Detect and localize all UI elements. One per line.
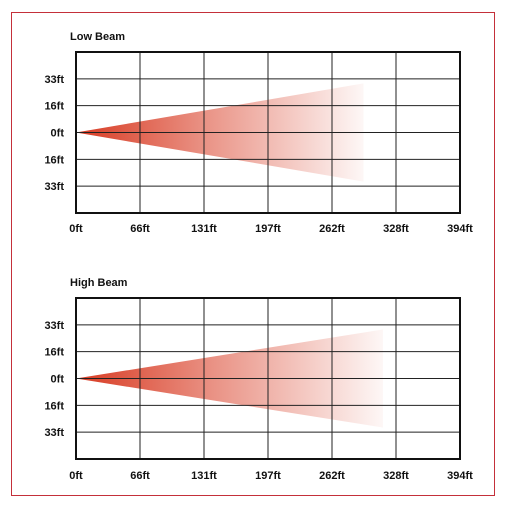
- x-tick-label: 262ft: [319, 223, 345, 235]
- plot-border: [75, 297, 461, 460]
- chart-high-beam: High Beam 33ft 16ft 0ft 16ft 33ft 0ft 66ft 131ft…: [44, 277, 473, 482]
- y-tick-label: 33ft: [44, 427, 64, 439]
- y-tick-label: 33ft: [44, 74, 64, 86]
- x-tick-label: 394ft: [447, 470, 473, 482]
- chart-title: High Beam: [70, 277, 128, 289]
- x-tick-label: 262ft: [319, 470, 345, 482]
- y-tick-label: 33ft: [44, 320, 64, 332]
- y-tick-label: 16ft: [44, 347, 64, 359]
- x-tick-label: 197ft: [255, 223, 281, 235]
- y-tick-label: 16ft: [44, 101, 64, 113]
- y-tick-label: 16ft: [44, 154, 64, 166]
- x-tick-label: 131ft: [191, 223, 217, 235]
- chart-title: Low Beam: [70, 31, 125, 43]
- x-tick-label: 66ft: [130, 470, 150, 482]
- x-tick-label: 0ft: [69, 470, 83, 482]
- y-tick-label: 33ft: [44, 181, 64, 193]
- chart-low-beam: Low Beam 33ft 16ft 0ft 16ft 33ft 0ft 66ft 131ft 1…: [44, 31, 473, 235]
- x-tick-label: 328ft: [383, 470, 409, 482]
- y-tick-label: 0ft: [51, 374, 65, 386]
- x-tick-label: 197ft: [255, 470, 281, 482]
- y-tick-label: 16ft: [44, 400, 64, 412]
- x-tick-label: 131ft: [191, 470, 217, 482]
- y-tick-label: 0ft: [51, 128, 65, 140]
- x-tick-label: 328ft: [383, 223, 409, 235]
- plot-border: [75, 51, 461, 214]
- x-tick-label: 0ft: [69, 223, 83, 235]
- x-tick-label: 394ft: [447, 223, 473, 235]
- chart-frame: [11, 12, 495, 496]
- x-tick-label: 66ft: [130, 223, 150, 235]
